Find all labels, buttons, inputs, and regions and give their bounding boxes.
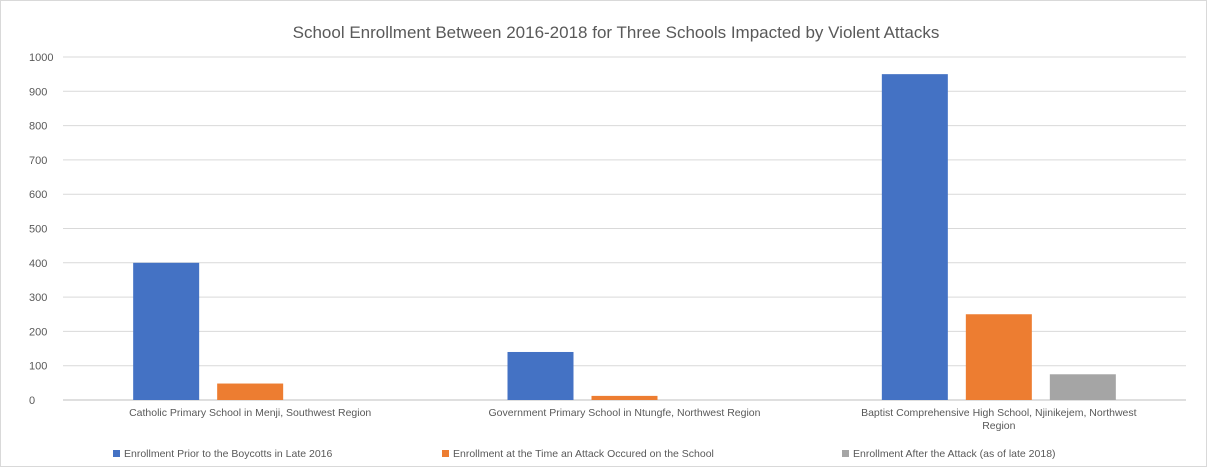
bars bbox=[133, 74, 1116, 401]
bar-2-category-1 bbox=[217, 383, 284, 400]
gridlines bbox=[63, 56, 1186, 401]
category-label: Baptist Comprehensive High School, Njini… bbox=[861, 407, 1137, 419]
y-tick-label: 400 bbox=[29, 258, 47, 270]
y-tick-label: 1000 bbox=[29, 52, 53, 64]
legend-label: Enrollment After the Attack (as of late … bbox=[853, 448, 1056, 460]
y-tick-label: 600 bbox=[29, 189, 47, 201]
y-tick-label: 300 bbox=[29, 292, 47, 304]
y-axis-ticks: 0 100 200 300 400 500 600 700 800 900 1000 bbox=[29, 52, 53, 407]
y-tick-label: 700 bbox=[29, 155, 47, 167]
y-tick-label: 500 bbox=[29, 224, 47, 236]
bar-1-category-2 bbox=[507, 351, 574, 400]
bar-3-category-3 bbox=[1049, 374, 1116, 400]
category-label: Region bbox=[982, 420, 1015, 432]
legend-swatch bbox=[842, 450, 849, 457]
chart-title: School Enrollment Between 2016-2018 for … bbox=[293, 23, 940, 42]
x-axis-labels: Catholic Primary School in Menji, Southw… bbox=[129, 407, 1137, 432]
y-tick-label: 800 bbox=[29, 121, 47, 133]
category-label: Catholic Primary School in Menji, Southw… bbox=[129, 407, 371, 419]
bar-2-category-2 bbox=[591, 395, 658, 400]
category-label: Government Primary School in Ntungfe, No… bbox=[489, 407, 761, 419]
y-tick-label: 900 bbox=[29, 86, 47, 98]
legend-label: Enrollment Prior to the Boycotts in Late… bbox=[124, 448, 333, 460]
y-tick-label: 0 bbox=[29, 395, 35, 407]
legend-swatch bbox=[442, 450, 449, 457]
bar-1-category-3 bbox=[881, 74, 948, 401]
y-tick-label: 200 bbox=[29, 326, 47, 338]
legend: Enrollment Prior to the Boycotts in Late… bbox=[113, 448, 1056, 460]
bar-1-category-1 bbox=[133, 262, 200, 400]
bar-2-category-3 bbox=[965, 314, 1032, 400]
legend-label: Enrollment at the Time an Attack Occured… bbox=[453, 448, 714, 460]
y-tick-label: 100 bbox=[29, 361, 47, 373]
legend-swatch bbox=[113, 450, 120, 457]
